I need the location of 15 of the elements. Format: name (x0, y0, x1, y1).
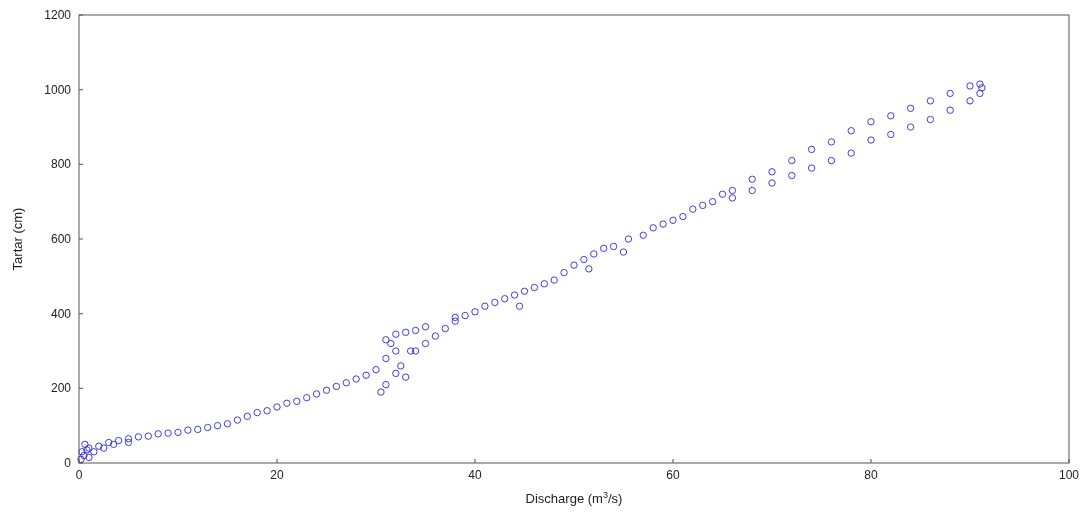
y-tick-label: 1200 (44, 8, 72, 22)
x-tick-label: 80 (864, 468, 878, 482)
x-tick-label: 40 (468, 468, 482, 482)
x-tick-label: 60 (666, 468, 680, 482)
y-tick-label: 400 (50, 306, 72, 321)
y-axis-title: Tartar (cm) (10, 207, 25, 271)
x-tick-label: 20 (270, 468, 284, 482)
x-tick-label: 100 (1058, 468, 1080, 482)
y-tick-label: 0 (64, 456, 72, 470)
y-tick-label: 1000 (44, 82, 72, 97)
x-axis-title: Discharge (m$^{3}$/s) (525, 490, 623, 506)
x-tick-label: 0 (75, 468, 83, 482)
y-tick-label: 800 (50, 157, 72, 172)
y-tick-label: 600 (50, 232, 72, 246)
y-tick-label: 200 (50, 381, 72, 396)
